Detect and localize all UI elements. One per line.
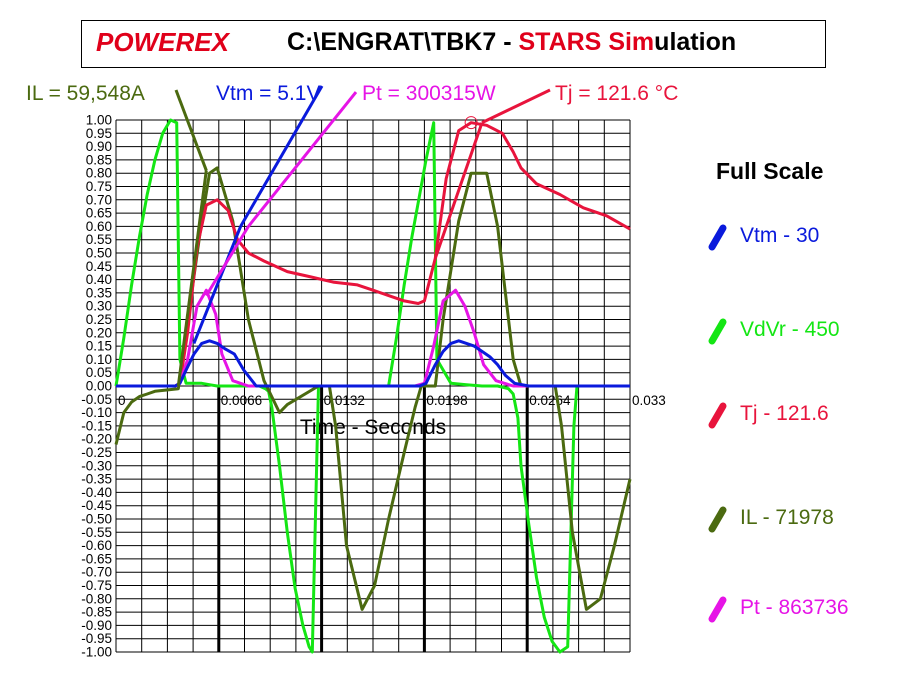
- legend-swatch: [708, 224, 727, 251]
- legend-swatch: [708, 596, 727, 623]
- series-line-vtm: [116, 339, 630, 388]
- y-tick-label: -1.00: [81, 645, 112, 660]
- full-scale-label: IL - 71978: [740, 506, 834, 529]
- full-scale-label: VdVr - 450: [740, 318, 840, 341]
- full-scale-heading: Full Scale: [716, 158, 823, 184]
- leader-tj: [481, 88, 551, 125]
- y-tick-label: -0.60: [81, 538, 112, 553]
- x-tick-label: 0.0132: [324, 393, 365, 408]
- brand-logo: POWEREX: [96, 27, 229, 57]
- y-tick-label: 0.80: [86, 166, 112, 181]
- title-ulation: ulation: [654, 28, 737, 56]
- ramp-line-pt: [205, 225, 250, 297]
- y-tick-label: -0.85: [81, 605, 112, 620]
- y-tick-label: -0.15: [81, 418, 112, 433]
- y-tick-label: -0.10: [81, 405, 112, 420]
- full-scale-label: Vtm - 30: [740, 224, 819, 247]
- legend-swatch: [708, 402, 727, 429]
- y-tick-label: -0.05: [81, 392, 112, 407]
- y-tick-label: 0.35: [86, 285, 112, 300]
- y-tick-label: 0.65: [86, 206, 112, 221]
- x-tick-label: 0.0264: [529, 393, 571, 408]
- ramp-line-vtm: [192, 225, 242, 344]
- x-tick-label: 0.0198: [426, 393, 467, 408]
- y-tick-label: 0.50: [86, 246, 112, 261]
- y-tick-label: 1.00: [86, 113, 112, 128]
- title-sim: Sim: [608, 28, 655, 56]
- y-tick-label: 0.15: [86, 339, 112, 354]
- y-tick-label: 0.45: [86, 259, 112, 274]
- leader-il: [174, 89, 208, 172]
- y-tick-label: 0.25: [86, 312, 112, 327]
- y-tick-label: 0.30: [86, 299, 112, 314]
- leader-vtm: [239, 85, 324, 228]
- simulation-title: C:\ENGRAT\TBK7 - STARS Simulation: [287, 28, 736, 57]
- y-tick-label: 0.20: [86, 325, 112, 340]
- full-scale-label: Pt - 863736: [740, 596, 849, 619]
- legend-swatch: [708, 506, 727, 533]
- y-tick-label: -0.65: [81, 551, 112, 566]
- y-tick-label: -0.40: [81, 485, 112, 500]
- y-tick-label: -0.50: [81, 512, 112, 527]
- legend-swatch: [708, 318, 727, 345]
- readout-3: Tj = 121.6 °C: [555, 82, 678, 105]
- full-scale-label: Tj - 121.6: [740, 402, 829, 425]
- y-tick-label: 0.10: [86, 352, 112, 367]
- y-tick-label: -0.55: [81, 525, 112, 540]
- ramp-line-il: [176, 170, 208, 387]
- y-tick-label: 0.85: [86, 152, 112, 167]
- y-tick-label: -0.45: [81, 498, 112, 513]
- y-tick-label: 0.00: [86, 379, 112, 394]
- title-box: POWEREX C:\ENGRAT\TBK7 - STARS Simulatio…: [81, 20, 826, 68]
- y-tick-label: -0.75: [81, 578, 112, 593]
- readout-2: Pt = 300315W: [362, 82, 496, 105]
- x-axis-label: Time - Seconds: [300, 416, 446, 439]
- x-tick-label: 0.033: [632, 393, 666, 408]
- y-tick-label: 0.55: [86, 232, 112, 247]
- y-tick-label: -0.90: [81, 618, 112, 633]
- series-line-tj: [116, 121, 631, 388]
- y-tick-label: -0.70: [81, 565, 112, 580]
- y-tick-label: 0.90: [86, 139, 112, 154]
- y-tick-label: 0.40: [86, 272, 112, 287]
- ramp-line-tj: [433, 122, 484, 259]
- y-tick-label: -0.80: [81, 591, 112, 606]
- y-tick-label: -0.35: [81, 472, 112, 487]
- y-tick-label: -0.20: [81, 432, 112, 447]
- title-stars: STARS: [518, 28, 602, 56]
- leader-pt: [247, 91, 358, 228]
- x-tick-label: 0.0066: [221, 393, 262, 408]
- x-tick-label: 0: [118, 393, 126, 408]
- y-tick-label: 0.60: [86, 219, 112, 234]
- readout-1: Vtm = 5.1V: [216, 82, 320, 105]
- y-tick-label: -0.30: [81, 458, 112, 473]
- y-tick-label: -0.25: [81, 445, 112, 460]
- y-tick-label: 0.75: [86, 179, 112, 194]
- tj-peak-marker: [464, 116, 478, 130]
- y-tick-label: 0.95: [86, 126, 112, 141]
- y-tick-label: -0.95: [81, 631, 112, 646]
- readout-0: IL = 59,548A: [26, 82, 145, 105]
- y-tick-label: 0.70: [86, 192, 112, 207]
- y-tick-label: 0.05: [86, 365, 112, 380]
- title-path: C:\ENGRAT\TBK7 -: [287, 28, 519, 56]
